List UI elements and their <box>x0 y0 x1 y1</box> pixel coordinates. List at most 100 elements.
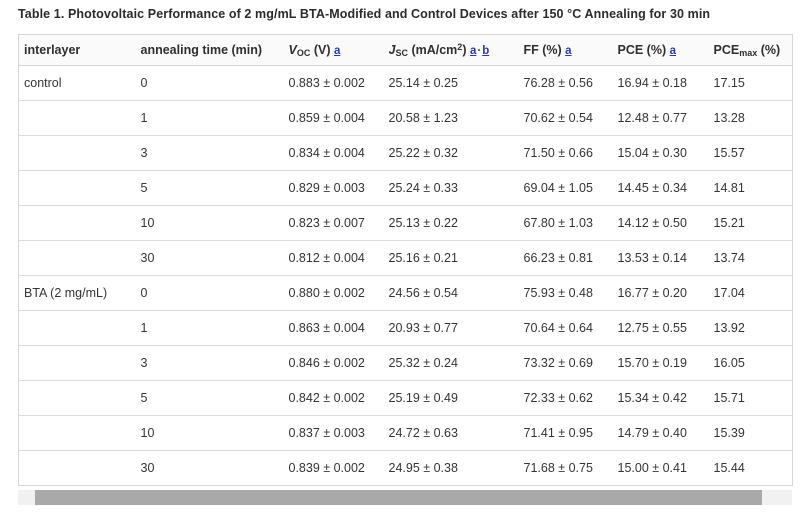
value-cell: 0.883 ± 0.002 <box>288 65 389 101</box>
value-cell: 71.41 ± 0.95 <box>523 415 618 451</box>
value-cell: 16.05 <box>713 345 793 381</box>
table-row: 10 0.837 ± 0.003 24.72 ± 0.63 71.41 ± 0.95 1… <box>18 415 793 451</box>
value-cell: 66.23 ± 0.81 <box>523 240 618 276</box>
table-row: 5 0.829 ± 0.003 25.24 ± 0.33 69.04 ± 1.05 14… <box>18 170 793 206</box>
value-cell: 0.880 ± 0.002 <box>288 275 389 311</box>
value-cell: 72.33 ± 0.62 <box>523 380 618 416</box>
value-cell: 15.71 <box>713 380 793 416</box>
interlayer-cell <box>18 135 141 171</box>
value-cell: 5 <box>140 170 289 206</box>
column-header-pce: PCE (%) a <box>617 34 714 66</box>
value-cell: 0.859 ± 0.004 <box>288 100 389 136</box>
table-row: 1 0.859 ± 0.004 20.58 ± 1.23 70.62 ± 0.54 12… <box>18 100 793 136</box>
value-cell: 25.22 ± 0.32 <box>388 135 524 171</box>
interlayer-cell <box>18 100 141 136</box>
value-cell: 13.28 <box>713 100 793 136</box>
value-cell: 24.72 ± 0.63 <box>388 415 524 451</box>
value-cell: 0.812 ± 0.004 <box>288 240 389 276</box>
value-cell: 25.19 ± 0.49 <box>388 380 524 416</box>
value-cell: 16.77 ± 0.20 <box>617 275 714 311</box>
column-header-jsc: JSC (mA/cm2) a·b <box>388 34 524 66</box>
value-cell: 13.74 <box>713 240 793 276</box>
interlayer-cell <box>18 345 141 381</box>
value-cell: 0 <box>140 275 289 311</box>
value-cell: 0.823 ± 0.007 <box>288 205 389 241</box>
value-cell: 0.834 ± 0.004 <box>288 135 389 171</box>
header-text-sup: 2 <box>457 42 463 52</box>
horizontal-scrollbar[interactable] <box>18 490 792 505</box>
value-cell: 71.68 ± 0.75 <box>523 461 593 475</box>
column-header-pce-max: PCEmax (%) <box>713 34 793 66</box>
table-title: Table 1. Photovoltaic Performance of 2 m… <box>18 7 711 21</box>
table-row: 1 0.863 ± 0.004 20.93 ± 0.77 70.64 ± 0.64 12… <box>18 310 793 346</box>
value-cell: 10 <box>140 205 289 241</box>
column-header-annealing-time: annealing time (min) <box>140 34 289 66</box>
interlayer-cell: BTA (2 mg/mL) <box>18 275 141 311</box>
value-cell: 70.62 ± 0.54 <box>523 100 618 136</box>
header-text-i: V <box>288 43 297 57</box>
value-cell: 3 <box>140 345 289 381</box>
value-cell: 15.70 ± 0.19 <box>617 345 714 381</box>
value-cell: 0.829 ± 0.003 <box>288 170 389 206</box>
table-row: control 0 0.883 ± 0.002 25.14 ± 0.25 76.28 ±… <box>18 65 793 101</box>
value-cell: 15.34 ± 0.42 <box>617 380 714 416</box>
page: Table 1. Photovoltaic Performance of 2 m… <box>18 7 793 505</box>
value-cell: 15.57 <box>713 135 793 171</box>
value-cell: 12.75 ± 0.55 <box>617 310 714 346</box>
value-cell: 0 <box>140 65 289 101</box>
value-cell: 25.13 ± 0.22 <box>388 205 524 241</box>
value-cell: 76.28 ± 0.56 <box>523 65 618 101</box>
interlayer-cell <box>18 310 141 346</box>
table-row: 10 0.823 ± 0.007 25.13 ± 0.22 67.80 ± 1.03 1… <box>18 205 793 241</box>
table-row: 5 0.842 ± 0.002 25.19 ± 0.49 72.33 ± 0.62 15… <box>18 380 793 416</box>
interlayer-cell <box>18 380 141 416</box>
value-cell: 14.81 <box>713 170 793 206</box>
value-cell: 69.04 ± 1.05 <box>523 170 618 206</box>
value-cell: 25.14 ± 0.25 <box>388 65 524 101</box>
value-cell: 70.64 ± 0.64 <box>523 310 618 346</box>
value-cell: 3 <box>140 135 289 171</box>
value-cell: 15.39 <box>713 415 793 451</box>
scrollbar-thumb[interactable] <box>35 490 762 505</box>
interlayer-cell: control <box>18 65 141 101</box>
value-cell: 1 <box>140 100 289 136</box>
value-cell: 75.93 ± 0.48 <box>523 275 618 311</box>
value-cell: 71.50 ± 0.66 <box>523 135 618 171</box>
footnote-link-a[interactable]: a <box>565 45 572 57</box>
value-cell: 1 <box>140 310 289 346</box>
value-cell: 16.94 ± 0.18 <box>617 65 714 101</box>
value-cell: 24.95 ± 0.38 <box>388 461 458 475</box>
value-cell: 67.80 ± 1.03 <box>523 205 618 241</box>
value-cell: 15.21 <box>713 205 793 241</box>
value-cell: 25.16 ± 0.21 <box>388 240 524 276</box>
value-cell: 25.24 ± 0.33 <box>388 170 524 206</box>
ref-separator: · <box>477 45 482 57</box>
column-header-interlayer: interlayer <box>18 34 141 66</box>
table-row: BTA (2 mg/mL) 0 0.880 ± 0.002 24.56 ± 0.54 7… <box>18 275 793 311</box>
footnote-link-b[interactable]: b <box>482 45 490 57</box>
value-cell: 0.837 ± 0.003 <box>288 415 389 451</box>
interlayer-cell <box>18 415 141 451</box>
value-cell: 0.842 ± 0.002 <box>288 380 389 416</box>
value-cell: 17.15 <box>713 65 793 101</box>
header-text-sub: SC <box>395 48 408 58</box>
footnote-link-a[interactable]: a <box>469 45 477 57</box>
value-cell: 0.846 ± 0.002 <box>288 345 389 381</box>
table-row: 3 0.834 ± 0.004 25.22 ± 0.32 71.50 ± 0.66 15… <box>18 135 793 171</box>
column-header-ff: FF (%) a <box>523 34 618 66</box>
footnote-link-a[interactable]: a <box>333 45 341 57</box>
value-cell: 15.04 ± 0.30 <box>617 135 714 171</box>
header-text-sub: OC <box>296 48 311 58</box>
value-cell: 14.79 ± 0.40 <box>617 415 714 451</box>
value-cell: 0.839 ± 0.002 <box>288 461 365 475</box>
column-header-voc: VOC (V) a <box>288 34 389 66</box>
value-cell: 20.93 ± 0.77 <box>388 310 524 346</box>
value-cell: 20.58 ± 1.23 <box>388 100 524 136</box>
interlayer-cell <box>18 205 141 241</box>
value-cell: 73.32 ± 0.69 <box>523 345 618 381</box>
table-row: 3 0.846 ± 0.002 25.32 ± 0.24 73.32 ± 0.69 15… <box>18 345 793 381</box>
value-cell: 5 <box>140 380 289 416</box>
footnote-link-a[interactable]: a <box>669 45 676 57</box>
value-cell: 15.00 ± 0.41 <box>617 461 687 475</box>
